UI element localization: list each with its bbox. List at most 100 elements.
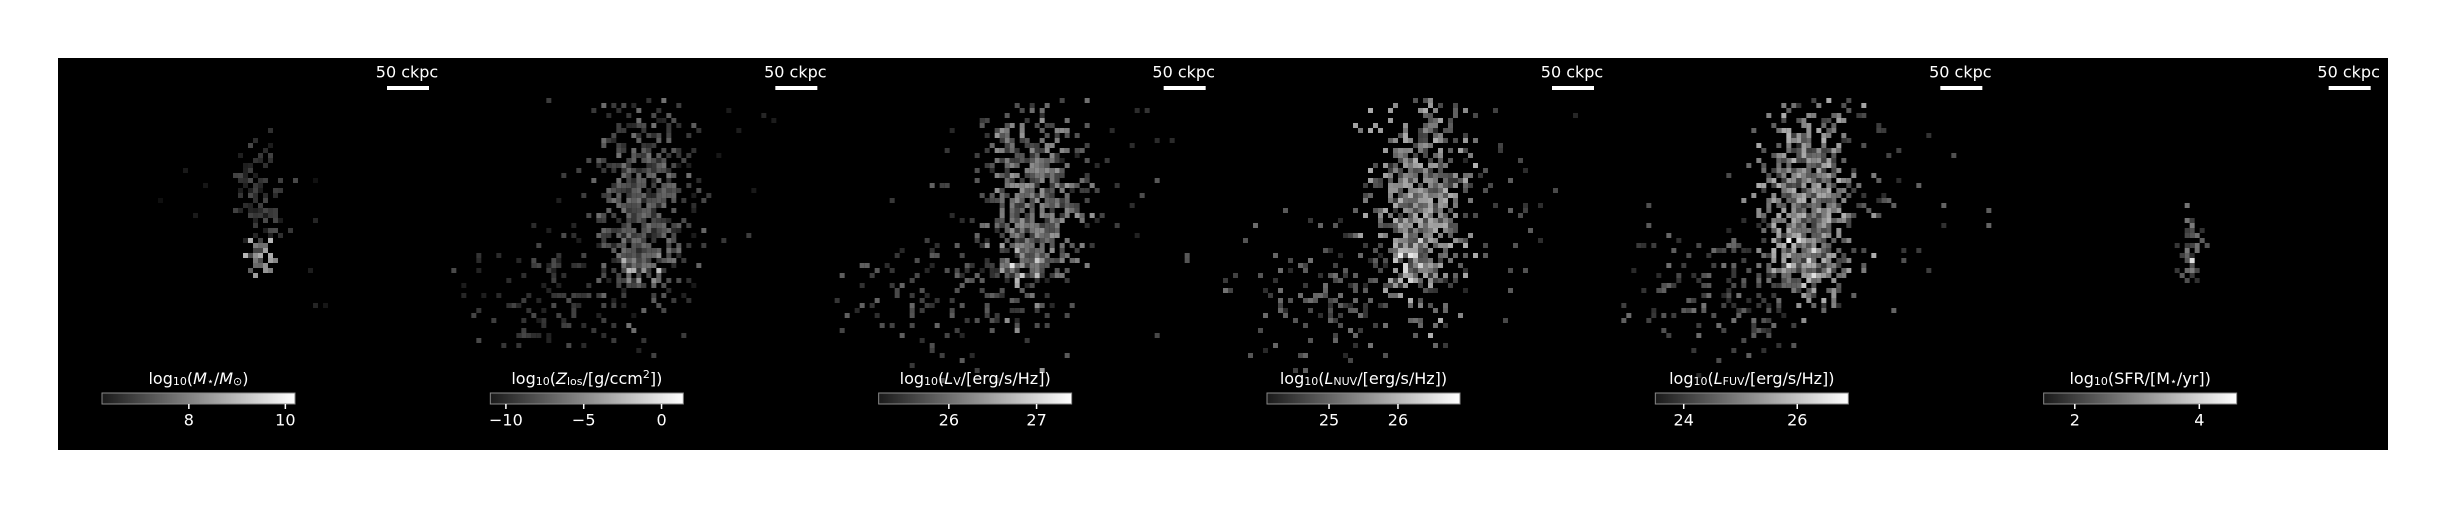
- pixel: [1473, 253, 1478, 258]
- pixel: [1791, 103, 1797, 108]
- label-part: ): [242, 369, 248, 388]
- pixel: [1223, 278, 1228, 283]
- pixel: [974, 153, 980, 158]
- pixel: [1014, 148, 1020, 153]
- pixel: [601, 303, 607, 308]
- pixel: [994, 293, 1000, 298]
- pixel: [1951, 153, 1957, 158]
- pixel: [1009, 263, 1015, 268]
- pixel: [1233, 273, 1238, 278]
- pixel: [1831, 163, 1837, 168]
- pixel: [1816, 188, 1822, 193]
- pixel: [1428, 203, 1433, 208]
- pixel: [1438, 133, 1443, 138]
- pixel: [1019, 203, 1025, 208]
- pixel: [641, 193, 647, 198]
- pixel: [686, 298, 692, 303]
- colorbar-tick-label: −10: [489, 411, 523, 430]
- pixel: [1791, 278, 1797, 283]
- pixel: [1831, 293, 1837, 298]
- pixel: [616, 123, 622, 128]
- pixel: [631, 253, 637, 258]
- pixel: [1826, 118, 1832, 123]
- pixel: [969, 278, 975, 283]
- pixel: [1816, 168, 1822, 173]
- pixel: [541, 318, 547, 323]
- pixel: [258, 203, 263, 208]
- pixel: [1418, 318, 1423, 323]
- pixel: [1423, 193, 1428, 198]
- pixel: [666, 248, 672, 253]
- pixel: [1771, 253, 1777, 258]
- pixel: [1014, 248, 1020, 253]
- pixel: [1448, 208, 1453, 213]
- pixel: [1428, 143, 1433, 148]
- pixel: [616, 153, 622, 158]
- pixel: [1801, 318, 1807, 323]
- pixel: [1896, 148, 1902, 153]
- pixel: [1791, 173, 1797, 178]
- pixel: [1054, 168, 1060, 173]
- pixel: [521, 298, 527, 303]
- pixel: [1393, 253, 1398, 258]
- pixel: [1841, 273, 1847, 278]
- pixel: [1428, 283, 1433, 288]
- pixel: [1453, 238, 1458, 243]
- pixel: [1826, 243, 1832, 248]
- pixel: [253, 218, 258, 223]
- pixel: [1831, 123, 1837, 128]
- pixel: [646, 273, 652, 278]
- pixel: [1418, 228, 1423, 233]
- pixel: [1398, 218, 1403, 223]
- label-part: /[erg/s/Hz]): [961, 369, 1051, 388]
- pixel: [1044, 123, 1050, 128]
- pixel: [1796, 223, 1802, 228]
- pixel: [1288, 268, 1293, 273]
- pixel: [1024, 258, 1030, 263]
- pixel: [1273, 343, 1278, 348]
- pixel: [1771, 323, 1777, 328]
- pixel: [1069, 183, 1075, 188]
- pixel: [576, 263, 582, 268]
- pixel: [1408, 228, 1413, 233]
- pixel: [999, 263, 1005, 268]
- pixel: [1418, 143, 1423, 148]
- pixel: [1861, 248, 1867, 253]
- pixel: [1806, 203, 1812, 208]
- pixel: [984, 198, 990, 203]
- pixel: [929, 348, 935, 353]
- pixel: [2184, 233, 2190, 238]
- pixel: [1846, 108, 1852, 113]
- pixel: [1423, 268, 1428, 273]
- pixel: [1816, 148, 1822, 153]
- pixel: [243, 173, 248, 178]
- pixel: [601, 233, 607, 238]
- pixel: [671, 228, 677, 233]
- pixel: [1393, 228, 1398, 233]
- pixel: [1836, 288, 1842, 293]
- pixel: [1826, 268, 1832, 273]
- pixel: [1019, 233, 1025, 238]
- pixel: [1746, 308, 1752, 313]
- pixel: [1438, 213, 1443, 218]
- pixel: [1423, 218, 1428, 223]
- pixel: [1423, 133, 1428, 138]
- pixel: [651, 263, 657, 268]
- pixel: [1666, 263, 1672, 268]
- pixel: [1771, 153, 1777, 158]
- pixel: [1044, 203, 1050, 208]
- pixel: [1398, 133, 1403, 138]
- pixel: [631, 248, 637, 253]
- pixel: [666, 168, 672, 173]
- pixel: [551, 293, 557, 298]
- pixel: [1438, 193, 1443, 198]
- pixel: [268, 253, 273, 258]
- pixel: [1781, 173, 1787, 178]
- pixel: [621, 303, 627, 308]
- pixel: [939, 378, 945, 383]
- pixel: [258, 153, 263, 158]
- pixel: [1024, 183, 1030, 188]
- pixel: [1796, 253, 1802, 258]
- pixel: [974, 238, 980, 243]
- scale-bar-label: 50 ckpc: [764, 63, 826, 82]
